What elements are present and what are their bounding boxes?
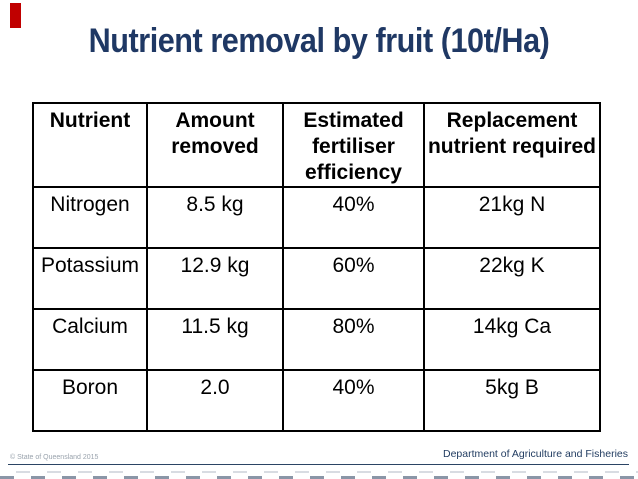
table-header-cell-nutrient: Nutrient: [32, 102, 148, 188]
table-cell: 5kg B: [423, 369, 601, 432]
footer-divider: [8, 464, 629, 465]
table-row-potassium: Potassium 12.9 kg 60% 22kg K: [32, 247, 601, 310]
table-row-calcium: Calcium 11.5 kg 80% 14kg Ca: [32, 308, 601, 371]
table-header-cell-amount-removed: Amount removed: [146, 102, 284, 188]
table-cell: 80%: [282, 308, 425, 371]
red-accent-bar: [10, 3, 21, 28]
department-text: Department of Agriculture and Fisheries: [442, 448, 628, 460]
table-header-cell-fertiliser-efficiency: Estimated fertiliser efficiency: [282, 102, 425, 188]
table-row-nitrogen: Nitrogen 8.5 kg 40% 21kg N: [32, 186, 601, 249]
table-cell: 14kg Ca: [423, 308, 601, 371]
table-cell: Potassium: [32, 247, 148, 310]
table-cell: 8.5 kg: [146, 186, 284, 249]
table-cell: 21kg N: [423, 186, 601, 249]
table-cell: 12.9 kg: [146, 247, 284, 310]
table-cell: 40%: [282, 369, 425, 432]
table-cell: 22kg K: [423, 247, 601, 310]
table-cell: 60%: [282, 247, 425, 310]
bottom-dashed-border: [0, 470, 638, 479]
table-cell: 40%: [282, 186, 425, 249]
table-header-row: Nutrient Amount removed Estimated fertil…: [32, 102, 601, 188]
slide-title: Nutrient removal by fruit (10t/Ha): [88, 22, 550, 60]
table-cell: Calcium: [32, 308, 148, 371]
table-header-cell-replacement-required: Replacement nutrient required: [423, 102, 601, 188]
table-row-boron: Boron 2.0 40% 5kg B: [32, 369, 601, 432]
table-cell: 11.5 kg: [146, 308, 284, 371]
table-cell: Nitrogen: [32, 186, 148, 249]
nutrient-table: Nutrient Amount removed Estimated fertil…: [32, 102, 601, 432]
table-cell: Boron: [32, 369, 148, 432]
copyright-text: © State of Queensland 2015: [10, 454, 99, 461]
table-cell: 2.0: [146, 369, 284, 432]
